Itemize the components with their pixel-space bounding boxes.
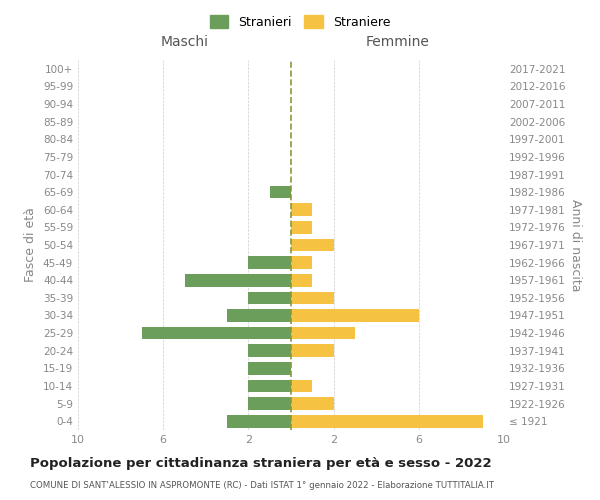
Bar: [270, 186, 291, 198]
Bar: [185, 274, 291, 286]
Bar: [291, 221, 313, 234]
Y-axis label: Anni di nascita: Anni di nascita: [569, 198, 582, 291]
Bar: [142, 327, 291, 340]
Y-axis label: Fasce di età: Fasce di età: [25, 208, 37, 282]
Bar: [227, 309, 291, 322]
Bar: [227, 415, 291, 428]
Bar: [248, 397, 291, 410]
Bar: [248, 292, 291, 304]
Bar: [291, 309, 419, 322]
Bar: [248, 344, 291, 357]
Text: Popolazione per cittadinanza straniera per età e sesso - 2022: Popolazione per cittadinanza straniera p…: [30, 458, 491, 470]
Bar: [291, 344, 334, 357]
Bar: [248, 362, 291, 374]
Bar: [291, 292, 334, 304]
Bar: [291, 256, 313, 269]
Text: Maschi: Maschi: [161, 36, 209, 50]
Bar: [248, 256, 291, 269]
Text: Femmine: Femmine: [365, 36, 430, 50]
Bar: [291, 415, 483, 428]
Bar: [248, 380, 291, 392]
Bar: [291, 397, 334, 410]
Text: COMUNE DI SANT'ALESSIO IN ASPROMONTE (RC) - Dati ISTAT 1° gennaio 2022 - Elabora: COMUNE DI SANT'ALESSIO IN ASPROMONTE (RC…: [30, 481, 494, 490]
Bar: [291, 327, 355, 340]
Bar: [291, 380, 313, 392]
Bar: [291, 204, 313, 216]
Legend: Stranieri, Straniere: Stranieri, Straniere: [206, 11, 394, 32]
Bar: [291, 274, 313, 286]
Bar: [291, 238, 334, 252]
